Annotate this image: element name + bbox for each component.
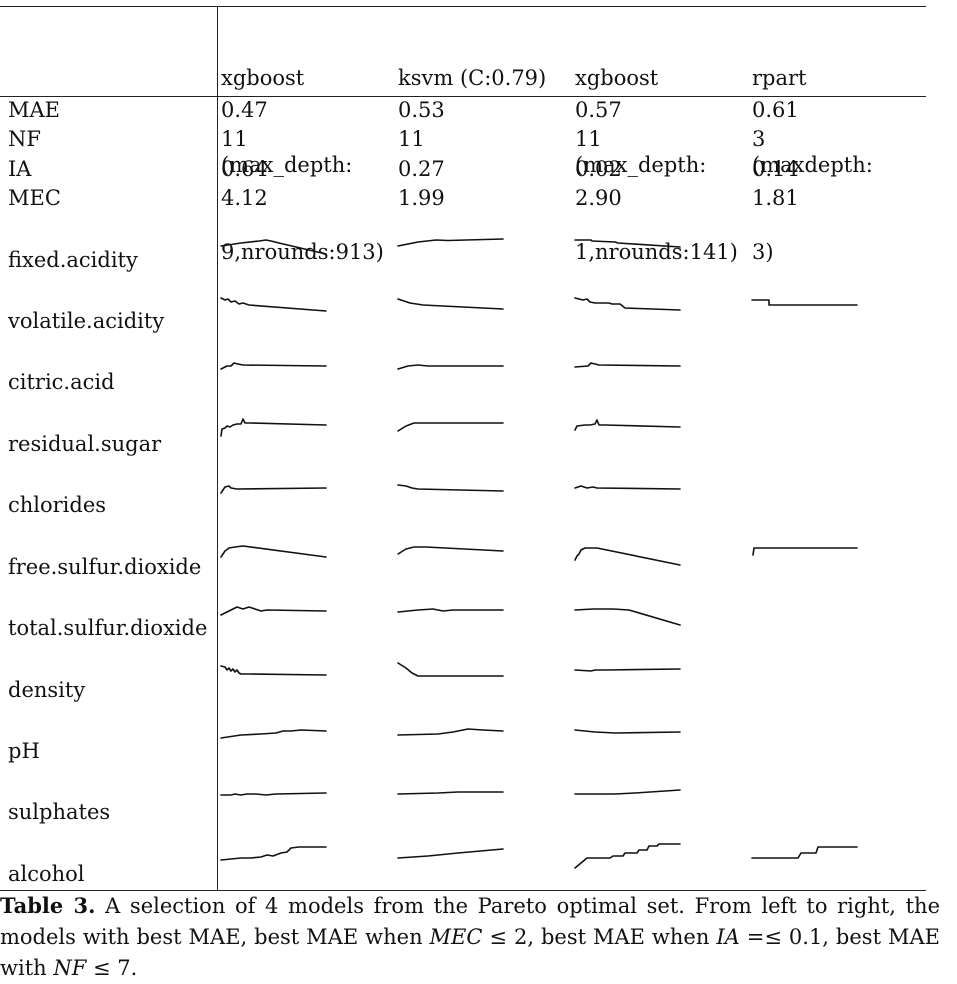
effect-curve-ph-model-3 [574, 729, 681, 734]
row-label-chlorides: chlorides [8, 493, 107, 517]
cell-mec-2: 1.99 [398, 186, 445, 210]
column-header-line: 1,nrounds:141) [575, 240, 738, 264]
effect-curve-citric-acid-model-3 [574, 362, 681, 368]
cell-ia-3: 0.02 [575, 157, 622, 181]
table-column-rule [217, 6, 218, 891]
effect-curve-chlorides-model-1 [220, 485, 327, 494]
effect-curve-density-model-1 [220, 665, 327, 676]
effect-curve-total-sulfur-dioxide-model-2 [397, 608, 504, 613]
cell-mec-1: 4.12 [221, 186, 268, 210]
caption-label: Table 3. [0, 893, 96, 918]
row-label-mec: MEC [8, 186, 61, 210]
effect-curve-alcohol-model-2 [397, 848, 504, 859]
column-header-line: xgboost [575, 66, 659, 90]
effect-curve-chlorides-model-3 [574, 485, 681, 490]
caption-text-1: A selection of 4 models from the Pareto … [0, 894, 940, 949]
table-top-rule [0, 6, 926, 7]
row-label-fixed-acidity: fixed.acidity [8, 248, 138, 272]
column-header-line: 9,nrounds:913) [221, 240, 384, 264]
effect-curve-density-model-3 [574, 668, 681, 672]
effect-curve-volatile-acidity-model-1 [220, 297, 327, 312]
column-header-line: xgboost [221, 66, 305, 90]
results-table: xgboost (max_depth: 9,nrounds:913) ksvm … [0, 6, 926, 891]
caption-ia: IA [716, 925, 740, 949]
effect-curve-alcohol-model-3 [574, 843, 681, 869]
effect-curve-density-model-2 [397, 662, 504, 677]
effect-curve-sulphates-model-1 [220, 792, 327, 796]
effect-curve-residual-sugar-model-1 [220, 418, 327, 437]
effect-curve-fixed-acidity-model-1 [220, 239, 327, 255]
cell-mec-3: 2.90 [575, 186, 622, 210]
effect-curve-free-sulfur-dioxide-model-3 [574, 547, 681, 566]
table-bottom-rule [0, 890, 926, 891]
effect-curve-fixed-acidity-model-3 [574, 239, 681, 248]
effect-curve-citric-acid-model-2 [397, 364, 504, 370]
cell-mae-4: 0.61 [752, 98, 799, 122]
effect-curve-alcohol-model-4 [751, 846, 858, 859]
row-label-residual-sugar: residual.sugar [8, 432, 162, 456]
column-header-line: (max_depth: [575, 153, 707, 177]
cell-nf-1: 11 [221, 127, 248, 151]
effect-curve-ph-model-1 [220, 729, 327, 739]
effect-curve-free-sulfur-dioxide-model-4 [752, 547, 858, 556]
row-label-free-sulfur-dioxide: free.sulfur.dioxide [8, 555, 202, 579]
column-header-line: (max_depth: [221, 153, 353, 177]
table-caption: Table 3. A selection of 4 models from th… [0, 890, 940, 984]
column-header-line: ksvm (C:0.79) [398, 66, 547, 90]
cell-mae-3: 0.57 [575, 98, 622, 122]
row-label-volatile-acidity: volatile.acidity [8, 309, 165, 333]
cell-ia-1: 0.64 [221, 157, 268, 181]
caption-text-4: ≤ 7. [86, 956, 138, 980]
column-header-line: rpart [752, 66, 807, 90]
caption-text-2: ≤ 2, best MAE when [482, 925, 717, 949]
row-label-ph: pH [8, 739, 40, 763]
effect-curve-ph-model-2 [397, 728, 504, 736]
effect-curve-volatile-acidity-model-3 [574, 297, 681, 311]
row-label-citric-acid: citric.acid [8, 370, 115, 394]
effect-curve-total-sulfur-dioxide-model-1 [220, 606, 327, 616]
effect-curve-chlorides-model-2 [397, 484, 504, 492]
row-label-mae: MAE [8, 98, 60, 122]
cell-nf-4: 3 [752, 127, 766, 151]
row-label-ia: IA [8, 157, 32, 181]
row-label-nf: NF [8, 127, 41, 151]
effect-curve-sulphates-model-3 [574, 789, 681, 795]
cell-ia-2: 0.27 [398, 157, 445, 181]
cell-mae-1: 0.47 [221, 98, 268, 122]
cell-nf-3: 11 [575, 127, 602, 151]
effect-curve-free-sulfur-dioxide-model-1 [220, 545, 327, 558]
effect-curve-free-sulfur-dioxide-model-2 [397, 546, 504, 555]
caption-nf: NF [53, 956, 87, 980]
cell-mec-4: 1.81 [752, 186, 799, 210]
effect-curve-residual-sugar-model-2 [397, 422, 504, 432]
effect-curve-volatile-acidity-model-2 [397, 298, 504, 310]
effect-curve-alcohol-model-1 [220, 846, 327, 861]
row-label-sulphates: sulphates [8, 800, 111, 824]
row-label-alcohol: alcohol [8, 862, 85, 886]
effect-curve-volatile-acidity-model-4 [751, 299, 858, 306]
effect-curve-sulphates-model-2 [397, 791, 504, 795]
row-label-density: density [8, 678, 86, 702]
column-header-xgboost-shallow: xgboost (max_depth: 1,nrounds:141) [575, 6, 738, 325]
cell-mae-2: 0.53 [398, 98, 445, 122]
column-header-rpart: rpart (maxdepth: 3) [752, 6, 873, 325]
effect-curve-total-sulfur-dioxide-model-3 [574, 608, 681, 626]
caption-text-3: =≤ 0.1, best MAE with [0, 925, 940, 980]
column-header-line: (maxdepth: [752, 153, 873, 177]
effect-curve-fixed-acidity-model-2 [397, 238, 504, 247]
effect-curve-residual-sugar-model-3 [574, 419, 681, 431]
effect-curve-citric-acid-model-1 [220, 362, 327, 370]
column-header-xgboost-deep: xgboost (max_depth: 9,nrounds:913) [221, 6, 384, 325]
table-header-rule [0, 96, 926, 97]
row-label-total-sulfur-dioxide: total.sulfur.dioxide [8, 616, 208, 640]
column-header-ksvm: ksvm (C:0.79) [398, 6, 546, 151]
caption-mec: MEC [429, 925, 483, 949]
column-header-line: 3) [752, 240, 774, 264]
cell-nf-2: 11 [398, 127, 425, 151]
cell-ia-4: 0.14 [752, 157, 799, 181]
